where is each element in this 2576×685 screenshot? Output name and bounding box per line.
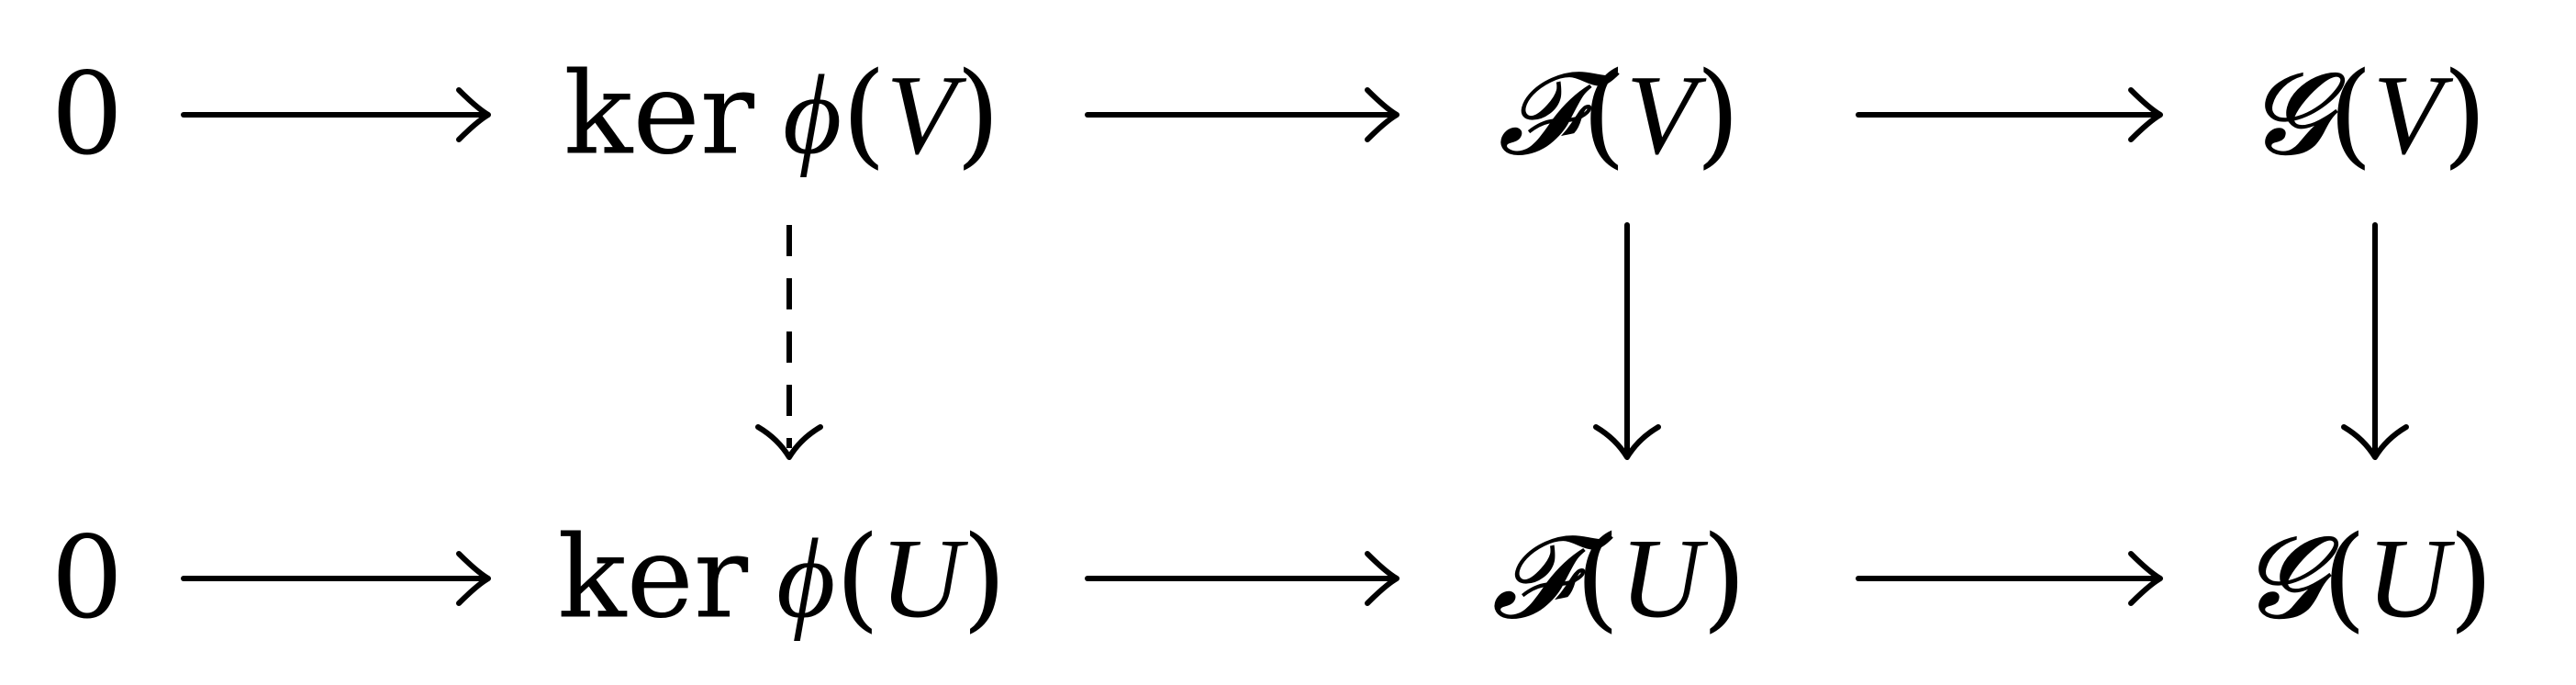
arrow-kernel-to-f-bottom xyxy=(1085,551,1400,606)
kernel-bottom: ker ϕ(U) xyxy=(557,522,1006,636)
zero-top: 0 xyxy=(51,58,124,172)
arrow-zero-to-kernel-bottom xyxy=(181,551,491,606)
sheaf-g-top: 𝓖(V) xyxy=(2248,58,2487,173)
sheaf-g-bottom-set: U xyxy=(2366,515,2449,642)
kernel-top-close: ) xyxy=(955,48,1000,181)
kernel-top-phi: ϕ xyxy=(783,51,842,178)
sheaf-g-top-set: V xyxy=(2372,51,2443,178)
kernel-bottom-phi: ϕ xyxy=(776,515,836,642)
sheaf-g-top-close: ) xyxy=(2442,48,2487,181)
arrow-f-restriction xyxy=(1593,222,1661,460)
kernel-top-set: V xyxy=(886,51,956,178)
arrow-f-to-g-top xyxy=(1856,87,2163,142)
sheaf-f-bottom-close: ) xyxy=(1701,511,1746,645)
kernel-top-ker: ker xyxy=(563,48,755,181)
kernel-top-open: ( xyxy=(842,48,887,181)
arrow-zero-to-kernel-top xyxy=(181,87,491,142)
arrow-g-restriction xyxy=(2341,222,2409,460)
arrow-kernel-to-f-top xyxy=(1085,87,1400,142)
kernel-top: ker ϕ(V) xyxy=(563,58,1000,173)
sheaf-g-top-symbol: 𝓖 xyxy=(2248,48,2329,181)
arrow-f-to-g-bottom xyxy=(1856,551,2163,606)
kernel-bottom-ker: ker xyxy=(557,511,749,645)
sheaf-f-bottom-open: ( xyxy=(1575,511,1620,645)
zero-bottom: 0 xyxy=(51,522,124,635)
sheaf-f-top-symbol: 𝓕 xyxy=(1497,48,1582,181)
sheaf-f-bottom-symbol: 𝓕 xyxy=(1491,511,1576,645)
zero-bottom-label: 0 xyxy=(50,512,124,645)
kernel-bottom-close: ) xyxy=(962,511,1007,645)
sheaf-f-top-set: V xyxy=(1625,51,1696,178)
sheaf-f-bottom: 𝓕(U) xyxy=(1491,522,1746,636)
sheaf-g-bottom-symbol: 𝓖 xyxy=(2242,511,2323,645)
sheaf-f-top: 𝓕(V) xyxy=(1498,58,1740,173)
sheaf-g-bottom-close: ) xyxy=(2448,511,2493,645)
sheaf-f-top-open: ( xyxy=(1581,48,1626,181)
sheaf-g-bottom: 𝓖(U) xyxy=(2242,522,2492,636)
sheaf-g-bottom-open: ( xyxy=(2322,511,2367,645)
kernel-bottom-open: ( xyxy=(835,511,880,645)
kernel-bottom-set: U xyxy=(879,515,963,642)
zero-top-label: 0 xyxy=(50,49,124,181)
sheaf-g-top-open: ( xyxy=(2328,48,2373,181)
sheaf-f-bottom-set: U xyxy=(1619,515,1702,642)
sheaf-f-top-close: ) xyxy=(1695,48,1741,181)
arrow-kernel-restriction-dashed xyxy=(755,225,823,460)
